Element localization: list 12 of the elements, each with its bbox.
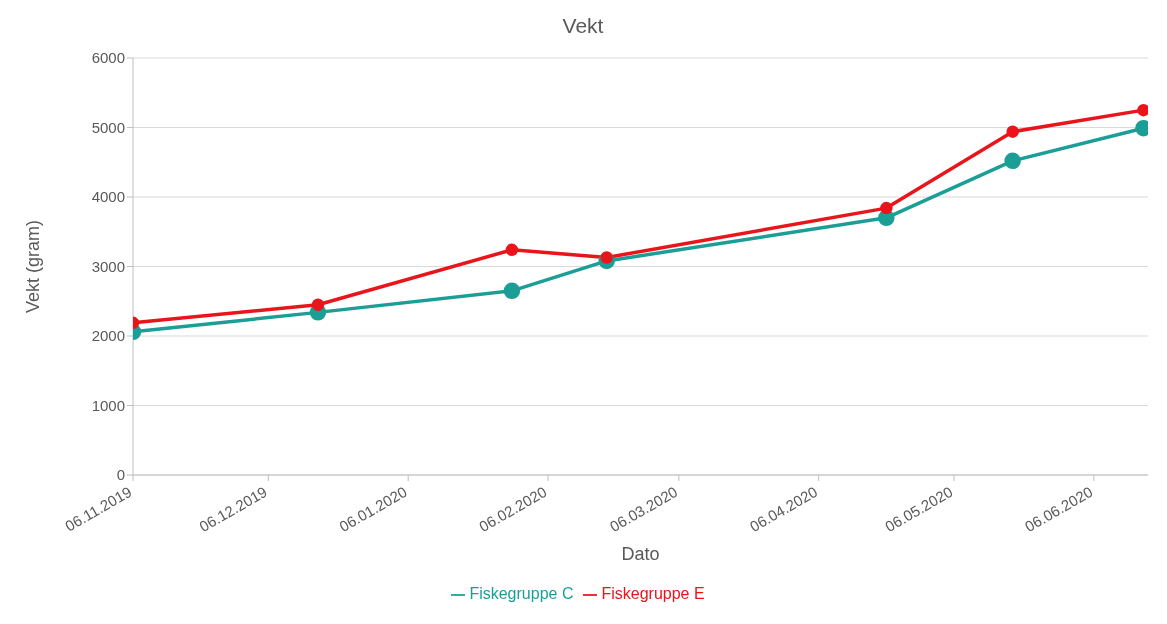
- y-axis-title: Vekt (gram): [23, 219, 44, 314]
- legend-label: Fiskegruppe C: [469, 585, 574, 602]
- y-tick-label: 1000: [91, 396, 125, 414]
- y-tick-label: 0: [116, 466, 125, 484]
- chart-title: Vekt: [561, 13, 605, 38]
- x-axis-title: Dato: [621, 544, 660, 564]
- y-tick-label: 5000: [91, 118, 125, 136]
- y-tick-label: 3000: [91, 257, 125, 275]
- y-tick-label: 6000: [91, 49, 125, 67]
- y-tick-label: 2000: [91, 327, 125, 345]
- y-tick-label: 4000: [91, 188, 125, 206]
- legend-label: Fiskegruppe E: [601, 585, 705, 602]
